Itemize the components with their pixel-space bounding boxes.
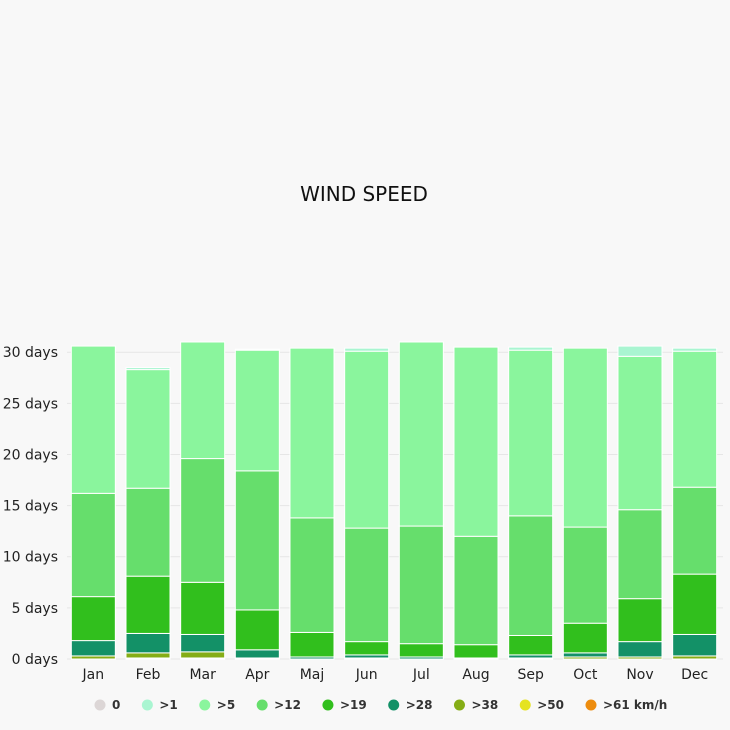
bar-segment [617, 345, 663, 357]
x-tick-label: Feb [136, 667, 161, 683]
bar-segment [234, 470, 280, 611]
chart-title: WIND SPEED [300, 182, 428, 206]
bar-segment [508, 349, 554, 517]
bar-segment [398, 643, 444, 658]
bar-segment [453, 535, 499, 646]
legend-marker [519, 699, 531, 711]
bar-segment [398, 341, 444, 527]
legend-label: >12 [274, 698, 301, 712]
bar-segment [180, 651, 226, 659]
bar-segment [70, 596, 116, 642]
bar-segment [125, 632, 171, 654]
bar-segment [672, 350, 718, 488]
bar-segment [617, 355, 663, 511]
legend-label: >28 [406, 698, 433, 712]
x-tick-label: Nov [626, 667, 653, 683]
legend-marker [199, 699, 211, 711]
bar-segment [180, 458, 226, 583]
bar-segment [344, 641, 390, 656]
legend-label: >38 [471, 698, 498, 712]
bar-segment [672, 347, 718, 352]
x-tick-label: Jan [82, 667, 105, 683]
legend-marker [256, 699, 268, 711]
bar-segment [562, 652, 608, 658]
bar-segment [125, 487, 171, 577]
legend-label: >19 [340, 698, 367, 712]
x-tick-label: Jun [355, 667, 378, 683]
bar-segment [453, 644, 499, 659]
legend-label: 0 [112, 698, 120, 712]
bar-segment [125, 652, 171, 659]
x-axis-tick-labels: Jan Feb Mar Apr Maj Jun Jul Aug Sep Oct Nov Dec [82, 667, 709, 683]
bar-segment [453, 346, 499, 537]
bar-segment [70, 492, 116, 598]
x-tick-label: Mar [189, 667, 216, 683]
legend-marker [141, 699, 153, 711]
legend-label: >61 km/h [603, 698, 667, 712]
bar-segment [234, 649, 280, 659]
bar-segment [672, 573, 718, 635]
bar-segment [289, 347, 335, 519]
y-tick-label: 30 days [3, 345, 58, 361]
legend: 0 >1 >5 >12 >19 >28 >38 >50 >61 km/h [94, 698, 667, 712]
x-tick-label: Sep [517, 667, 544, 683]
x-tick-label: Oct [573, 667, 598, 683]
bar-segment [70, 640, 116, 657]
bar-segment [125, 369, 171, 489]
legend-marker [585, 699, 597, 711]
bar-segment [125, 367, 171, 371]
bar-segment [344, 347, 390, 352]
bar-segment [617, 509, 663, 600]
y-tick-label: 5 days [12, 601, 58, 617]
y-tick-label: 20 days [3, 447, 58, 463]
x-tick-label: Apr [245, 667, 269, 683]
bar-segment [508, 515, 554, 636]
legend-marker [388, 699, 400, 711]
x-tick-label: Jul [412, 667, 430, 683]
legend-marker [94, 699, 106, 711]
bar-segment [617, 641, 663, 658]
y-tick-label: 0 days [12, 652, 58, 668]
bar-segment [180, 633, 226, 653]
bar-segment [508, 634, 554, 656]
bar-segment [234, 609, 280, 651]
legend-label: >50 [537, 698, 564, 712]
bar-segment [180, 581, 226, 635]
y-axis-tick-labels: 0 days 5 days 10 days 15 days 20 days 25 days… [3, 345, 58, 668]
bar-segment [562, 526, 608, 624]
x-tick-label: Dec [681, 667, 708, 683]
grid-lines [67, 351, 723, 660]
bar-segment [180, 341, 226, 460]
bar-segment [289, 631, 335, 658]
bar-segment [344, 527, 390, 643]
bar-segment [289, 517, 335, 633]
bar-segment [398, 525, 444, 645]
y-tick-label: 10 days [3, 550, 58, 566]
bar-segment [508, 346, 554, 351]
bar-segment [234, 349, 280, 472]
bar-segment [344, 350, 390, 529]
bar-segment [562, 622, 608, 654]
bar-segment [70, 345, 116, 494]
legend-label: >1 [159, 698, 177, 712]
x-tick-label: Maj [300, 667, 325, 683]
bar-stacks [70, 341, 718, 660]
bar-segment [562, 347, 608, 528]
bar-segment [617, 598, 663, 643]
legend-label: >5 [217, 698, 235, 712]
y-tick-label: 25 days [3, 396, 58, 412]
legend-marker [322, 699, 334, 711]
legend-marker [453, 699, 465, 711]
bar-segment [234, 348, 280, 351]
bar-segment [672, 633, 718, 657]
x-tick-label: Aug [462, 667, 489, 683]
bar-segment [125, 575, 171, 634]
y-tick-label: 15 days [3, 499, 58, 515]
bar-segment [672, 486, 718, 575]
